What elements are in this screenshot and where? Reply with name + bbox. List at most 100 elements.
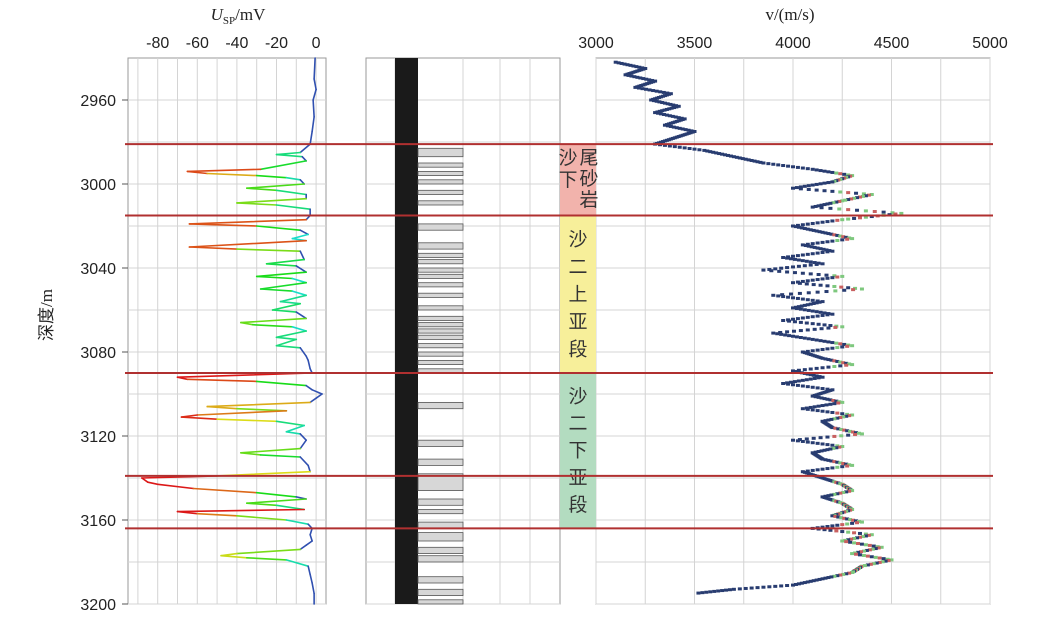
velocity-point — [723, 153, 728, 157]
zone-label-char: 尾 — [579, 147, 598, 169]
velocity-point — [791, 254, 795, 258]
velocity-point — [859, 520, 864, 524]
velocity-point — [830, 239, 835, 243]
velocity-point — [822, 397, 827, 401]
velocity-point — [810, 385, 815, 389]
velocity-point — [804, 321, 809, 325]
velocity-point — [672, 106, 677, 110]
velocity-point — [781, 382, 786, 385]
velocity-point — [671, 103, 676, 107]
velocity-point — [890, 211, 895, 215]
velocity-point — [800, 384, 805, 388]
velocity-point — [840, 400, 845, 404]
velocity-point — [840, 238, 845, 242]
velocity-point — [826, 170, 831, 174]
velocity-point — [820, 347, 825, 351]
velocity-point — [805, 222, 810, 226]
velocity-point — [873, 555, 878, 559]
velocity-point — [820, 457, 825, 461]
velocity-point — [805, 279, 810, 283]
velocity-point — [840, 523, 845, 527]
velocity-point — [820, 313, 825, 317]
velocity-point — [830, 426, 835, 430]
sp-curve-segment — [246, 556, 288, 561]
velocity-point — [831, 399, 836, 403]
velocity-tick-label: 4000 — [775, 35, 811, 52]
velocity-point — [654, 89, 659, 93]
sp-curve-segment — [291, 325, 308, 332]
sp-curve-segment — [313, 78, 317, 91]
velocity-point — [825, 313, 830, 317]
velocity-point — [647, 88, 652, 92]
velocity-point — [852, 531, 857, 535]
velocity-point — [668, 102, 673, 106]
velocity-point — [792, 271, 797, 275]
velocity-point — [830, 180, 835, 184]
velocity-point — [716, 589, 721, 593]
velocity-point — [810, 322, 815, 326]
velocity-point — [815, 468, 820, 472]
velocity-point — [819, 206, 824, 210]
sp-curve-segment — [246, 187, 278, 192]
velocity-point — [795, 296, 800, 300]
velocity-point — [841, 361, 846, 365]
sand-bed — [417, 252, 464, 258]
velocity-point — [802, 264, 807, 268]
velocity-point — [828, 402, 833, 406]
velocity-point — [651, 99, 656, 103]
velocity-point — [830, 524, 835, 528]
sp-curve-segment — [271, 302, 302, 311]
velocity-point — [845, 237, 850, 241]
velocity-point — [619, 61, 624, 65]
sp-axis-title-sub: SP — [223, 15, 235, 27]
sp-curve-segment — [156, 483, 195, 490]
zone-label-char: 二 — [568, 256, 587, 278]
sp-curve-segment — [186, 378, 258, 383]
velocity-point — [724, 588, 729, 592]
velocity-point — [647, 78, 652, 82]
zone-label-char: 二 — [568, 413, 587, 435]
velocity-point — [798, 307, 803, 311]
velocity-point — [808, 579, 813, 583]
velocity-point — [847, 571, 852, 575]
velocity-point — [835, 218, 840, 222]
velocity-point — [825, 240, 830, 244]
velocity-point — [811, 579, 816, 583]
velocity-point — [814, 578, 819, 582]
velocity-point — [825, 435, 830, 439]
velocity-axis-title: v/(m/s) — [765, 5, 814, 24]
velocity-point — [811, 283, 816, 287]
velocity-point — [823, 576, 828, 580]
velocity-point — [869, 533, 874, 537]
velocity-point — [794, 186, 799, 190]
velocity-point — [857, 531, 862, 535]
velocity-point — [800, 297, 805, 301]
velocity-point — [794, 307, 799, 311]
velocity-point — [820, 404, 825, 408]
velocity-point — [734, 155, 739, 159]
velocity-point — [800, 243, 805, 247]
velocity-point — [834, 171, 839, 175]
velocity-point — [829, 459, 834, 463]
velocity-point — [840, 530, 845, 534]
velocity-point — [841, 462, 846, 466]
velocity-point — [810, 468, 815, 472]
velocity-point — [831, 201, 836, 205]
velocity-point — [825, 202, 830, 206]
velocity-point — [860, 194, 865, 198]
velocity-point — [818, 436, 823, 440]
velocity-point — [861, 553, 866, 557]
velocity-point — [899, 211, 904, 215]
sp-curve-segment — [236, 514, 288, 521]
velocity-point — [825, 276, 830, 280]
velocity-point — [834, 446, 839, 450]
velocity-point — [838, 416, 843, 420]
velocity-point — [817, 577, 822, 581]
sp-curve-segment — [196, 512, 238, 517]
velocity-point — [845, 344, 850, 348]
velocity-point — [708, 590, 713, 594]
velocity-point — [800, 259, 805, 263]
sand-bed — [417, 200, 464, 206]
velocity-point — [622, 62, 627, 66]
